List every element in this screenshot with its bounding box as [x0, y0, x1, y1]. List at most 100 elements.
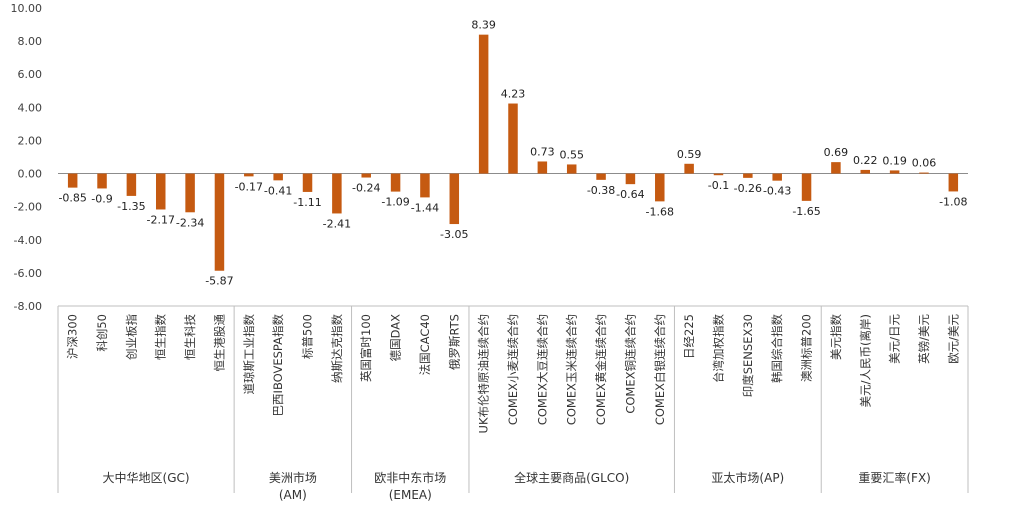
bar: [831, 162, 841, 174]
data-label: -0.1: [708, 179, 729, 192]
data-label: -0.43: [763, 185, 791, 198]
data-label: -1.68: [646, 205, 674, 218]
category-label: 美元/日元: [888, 314, 902, 364]
category-label: 创业板指: [124, 314, 138, 360]
bar: [537, 161, 548, 174]
y-tick-label: -4.00: [14, 234, 42, 247]
category-label: 恒生指数: [154, 314, 168, 360]
category-label: 标普500: [301, 314, 315, 359]
category-label: 恒生科技: [183, 314, 197, 360]
category-label: UK布伦特原油连续合约: [477, 314, 491, 433]
bar: [889, 170, 900, 174]
group-label: 重要汇率(FX): [858, 470, 931, 485]
category-label: 俄罗斯RTS: [447, 314, 461, 370]
category-label: 道琼斯工业指数: [242, 314, 256, 395]
category-label: 沪深300: [66, 314, 80, 359]
bar: [332, 173, 342, 214]
category-label: 法国CAC40: [418, 314, 432, 375]
category-label: 美元指数: [829, 314, 843, 360]
data-label: -5.87: [205, 275, 233, 288]
data-label: -0.64: [616, 188, 644, 201]
bar: [772, 173, 782, 181]
data-label: -2.34: [176, 216, 204, 229]
bar: [684, 163, 694, 174]
data-label: 0.55: [559, 148, 584, 161]
bar: [273, 173, 283, 181]
bar: [420, 173, 430, 198]
data-label: 0.73: [530, 145, 555, 158]
data-label: 4.23: [501, 88, 526, 101]
category-label: 恒生港股通: [212, 314, 226, 372]
y-tick-label: -6.00: [14, 267, 42, 280]
bar: [126, 173, 137, 196]
bar: [185, 173, 195, 213]
group-label: 大中华地区(GC): [103, 470, 190, 485]
data-label: -0.17: [235, 180, 263, 193]
data-label: -0.38: [587, 184, 615, 197]
category-label: 日经225: [682, 314, 696, 359]
y-tick-label: 8.00: [18, 35, 43, 48]
category-label: 韩国综合指数: [770, 314, 784, 383]
data-label: 0.06: [912, 157, 937, 170]
bar: [244, 173, 254, 177]
bar: [655, 173, 665, 202]
category-label: 印度SENSEX30: [741, 314, 755, 397]
category-label: COMEX白银连续合约: [653, 314, 667, 425]
category-label: COMEX大豆连续合约: [535, 314, 549, 425]
bar: [801, 173, 812, 201]
y-tick-label: 2.00: [18, 134, 43, 147]
group-label: 欧非中东市场(EMEA): [374, 470, 446, 502]
bar: [302, 173, 313, 192]
data-label: 0.69: [824, 146, 849, 159]
bar: [566, 164, 577, 174]
data-label: -1.65: [792, 205, 820, 218]
y-tick-label: -2.00: [14, 201, 42, 214]
data-label: -2.17: [147, 213, 175, 226]
category-label: 台湾加权指数: [711, 314, 725, 383]
category-label: 美元/人民币(离岸): [858, 314, 872, 407]
category-label: COMEX铜连续合约: [623, 314, 637, 414]
data-label: -0.41: [264, 184, 292, 197]
data-label: 0.19: [882, 154, 907, 167]
y-tick-label: 4.00: [18, 101, 43, 114]
data-label: -3.05: [440, 228, 468, 241]
category-label: 德国DAX: [389, 314, 403, 362]
bar: [390, 173, 401, 192]
group-label: 美洲市场(AM): [269, 470, 317, 502]
data-label: 8.39: [471, 19, 496, 32]
data-label: 0.59: [677, 148, 702, 161]
bar: [155, 173, 166, 210]
bar: [625, 173, 636, 185]
y-tick-label: -8.00: [14, 300, 42, 313]
bar: [948, 173, 959, 192]
bar: [97, 173, 107, 189]
data-label: -1.11: [293, 196, 321, 209]
bar: [860, 169, 871, 174]
category-label: 英国富时100: [359, 314, 373, 382]
data-label: 0.22: [853, 154, 878, 167]
category-label: 英镑/美元: [917, 314, 931, 364]
y-tick-label: 0.00: [18, 168, 43, 181]
group-label: 亚太市场(AP): [711, 470, 784, 485]
bar: [508, 103, 518, 174]
data-label: -0.9: [91, 192, 112, 205]
bar: [919, 172, 929, 174]
category-label: COMEX黄金连续合约: [594, 314, 608, 425]
bar: [743, 173, 753, 178]
y-tick-label: 10.00: [11, 2, 43, 15]
category-label: 欧元/美元: [946, 314, 960, 364]
group-label: 全球主要商品(GLCO): [514, 470, 629, 485]
data-label: -1.08: [939, 195, 967, 208]
data-label: -1.35: [117, 200, 145, 213]
bar: [713, 173, 724, 176]
bar: [596, 173, 606, 180]
data-label: -2.41: [323, 217, 351, 230]
y-tick-label: 6.00: [18, 68, 43, 81]
bar: [449, 173, 460, 225]
category-label: 纳斯达克指数: [330, 314, 344, 383]
category-label: 澳洲标普200: [800, 314, 814, 382]
bar: [361, 173, 371, 178]
data-label: -0.26: [734, 182, 762, 195]
data-label: -1.44: [411, 201, 439, 214]
